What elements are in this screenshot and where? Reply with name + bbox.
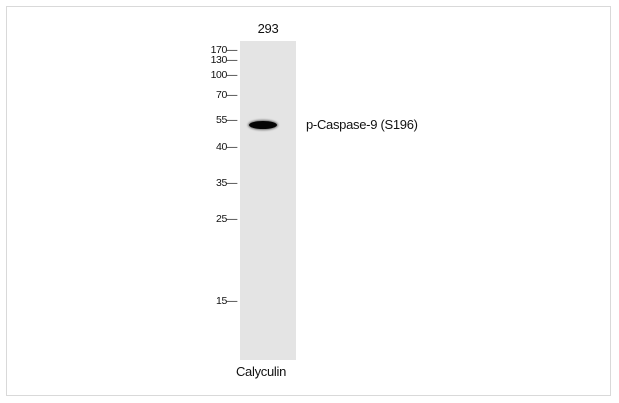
marker-55: 55— bbox=[216, 114, 237, 126]
protein-band bbox=[249, 121, 277, 129]
marker-35: 35— bbox=[216, 177, 237, 189]
figure-frame bbox=[6, 6, 611, 396]
marker-25: 25— bbox=[216, 213, 237, 225]
marker-40: 40— bbox=[216, 141, 237, 153]
blot-lane bbox=[240, 41, 296, 360]
marker-15: 15— bbox=[216, 295, 237, 307]
marker-130: 130— bbox=[210, 54, 238, 66]
lane-label-top: 293 bbox=[257, 21, 279, 36]
marker-70: 70— bbox=[216, 89, 237, 101]
marker-170: 170— bbox=[210, 44, 238, 56]
lane-label-bottom: Calyculin bbox=[235, 364, 287, 379]
band-label: p-Caspase-9 (S196) bbox=[306, 117, 418, 132]
marker-100: 100— bbox=[210, 69, 238, 81]
